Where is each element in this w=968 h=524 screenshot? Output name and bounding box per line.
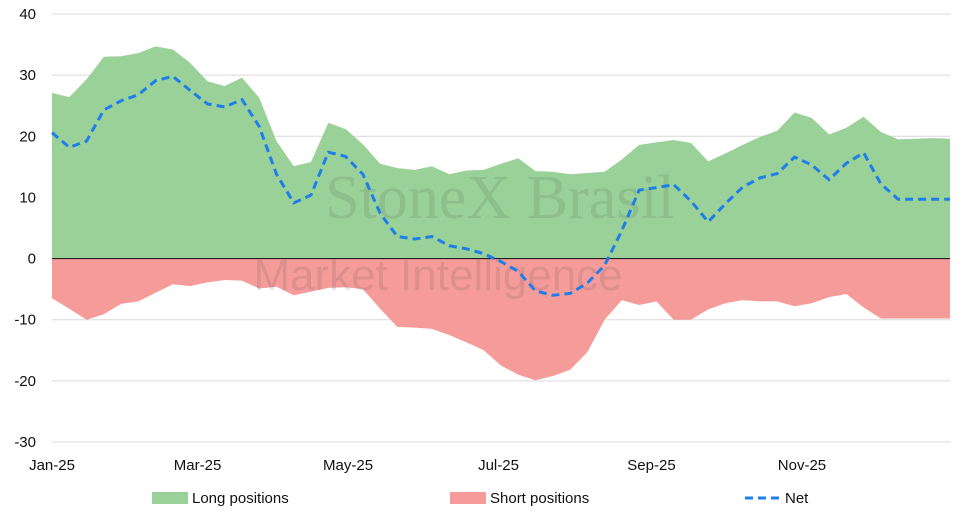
y-tick-label: -30 [14,434,36,451]
legend-swatch-short-positions [450,492,486,504]
series-lines [51,74,950,297]
watermark-line-2: Market Intelligence [253,251,622,300]
y-tick-label: 20 [19,128,36,145]
y-tick-label: -20 [14,373,36,390]
x-axis-ticks: Jan-25 Mar-25 May-25 Jul-25 Sep-25 Nov-25 [29,457,826,474]
legend-label-net: Net [785,490,809,507]
x-tick-label: Nov-25 [778,457,826,474]
series-areas [52,46,950,381]
y-tick-label: 40 [19,6,36,23]
y-tick-label: 30 [19,67,36,84]
net-line [51,74,950,297]
y-axis-ticks: 40 30 20 10 0 -10 -20 -30 [14,6,36,451]
watermark: StoneX Brasil Market Intelligence [253,164,674,300]
x-tick-label: Mar-25 [174,457,222,474]
x-tick-label: Sep-25 [627,457,675,474]
x-tick-label: Jul-25 [478,457,519,474]
legend-swatch-long-positions [152,492,188,504]
short-positions-area [52,258,950,381]
legend-label-long-positions: Long positions [192,490,289,507]
y-tick-label: 10 [19,189,36,206]
long-positions-area [52,46,950,259]
x-tick-label: May-25 [323,457,373,474]
x-tick-label: Jan-25 [29,457,75,474]
legend: Long positions Short positions Net [152,490,809,507]
y-tick-label: 0 [28,251,36,268]
y-tick-label: -10 [14,312,36,329]
watermark-line-1: StoneX Brasil [325,164,675,232]
legend-label-short-positions: Short positions [490,490,589,507]
